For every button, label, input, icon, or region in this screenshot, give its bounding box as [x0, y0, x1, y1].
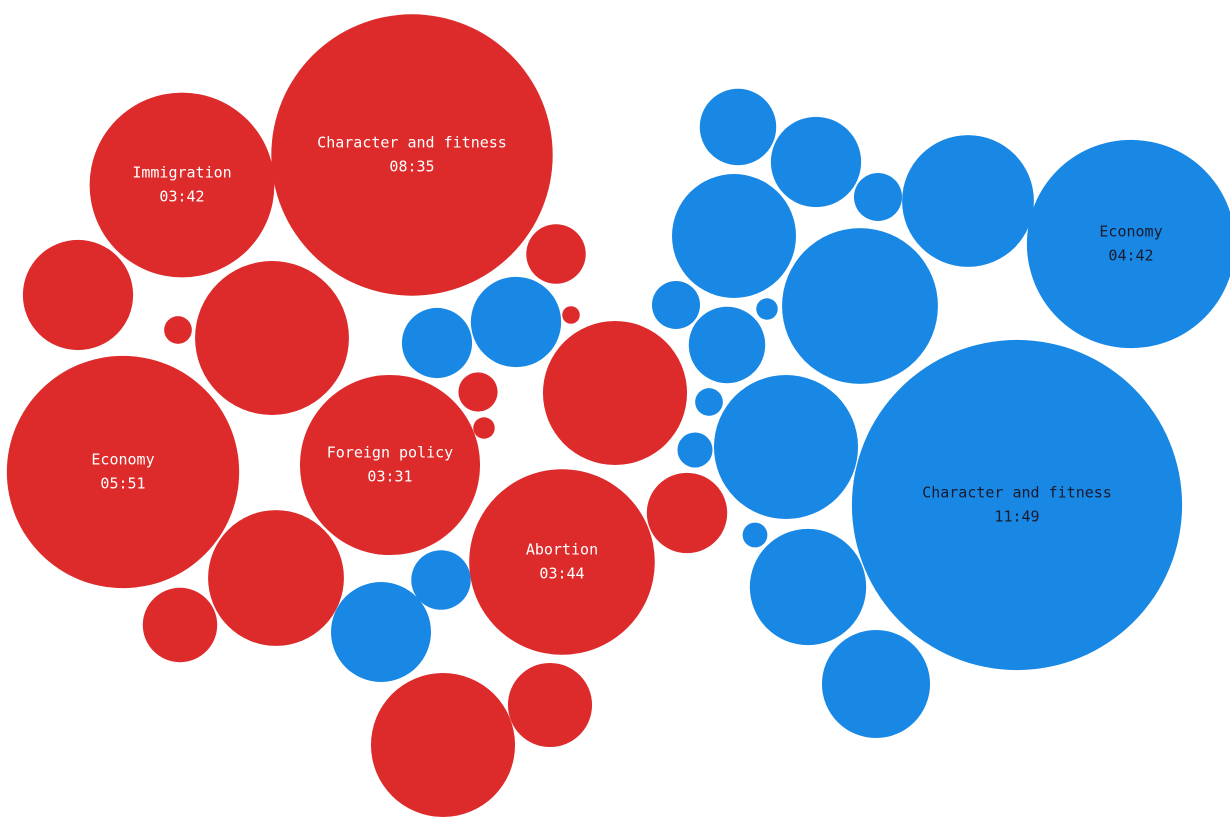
bubble: [469, 469, 655, 655]
bubble: [370, 672, 516, 818]
bubble: [470, 276, 562, 368]
bubble-label: Foreign policy: [327, 444, 453, 462]
bubble: [195, 261, 349, 415]
bubble-value: 05:51: [100, 475, 145, 493]
bubble: [331, 582, 431, 682]
bubble: [142, 587, 218, 663]
bubble: [853, 172, 903, 222]
bubble: [526, 224, 586, 284]
bubble: [646, 472, 728, 554]
bubble: [507, 662, 593, 748]
bubble: [542, 320, 688, 466]
bubble-label: Economy: [91, 451, 154, 469]
bubble: [770, 116, 862, 208]
bubble: [742, 522, 768, 548]
bubble: [458, 372, 498, 412]
bubble: [902, 135, 1034, 267]
bubble-label: Economy: [1099, 223, 1162, 241]
bubble: [164, 316, 192, 344]
bubble-value: 04:42: [1108, 247, 1153, 265]
bubble: [749, 528, 867, 646]
bubble: [688, 306, 766, 384]
bubble: [851, 339, 1183, 671]
bubble: [782, 228, 938, 384]
bubble: [677, 432, 713, 468]
bubble: [6, 355, 240, 589]
bubble-value: 03:31: [367, 468, 412, 486]
bubble: [208, 510, 344, 646]
bubble-value: 11:49: [994, 508, 1039, 526]
bubble: [401, 307, 473, 379]
bubble: [756, 298, 778, 320]
bubble-value: 03:42: [159, 188, 204, 206]
bubble: [699, 88, 777, 166]
bubble-value: 08:35: [389, 158, 434, 176]
bubble-label: Character and fitness: [922, 484, 1112, 502]
bubble: [411, 550, 471, 610]
bubble: [562, 306, 580, 324]
bubble: [89, 92, 275, 278]
bubble-label: Character and fitness: [317, 134, 507, 152]
bubble: [299, 374, 481, 556]
bubble: [1026, 139, 1230, 349]
bubble-value: 03:44: [539, 565, 584, 583]
bubble-label: Immigration: [132, 164, 231, 182]
bubble: [821, 629, 931, 739]
bubble: [271, 14, 553, 296]
bubble: [22, 239, 134, 351]
bubble: [473, 417, 495, 439]
bubble: [672, 174, 796, 298]
bubble-label: Abortion: [526, 541, 598, 559]
bubble: [651, 280, 701, 330]
bubble: [695, 388, 723, 416]
bubble: [713, 374, 859, 520]
